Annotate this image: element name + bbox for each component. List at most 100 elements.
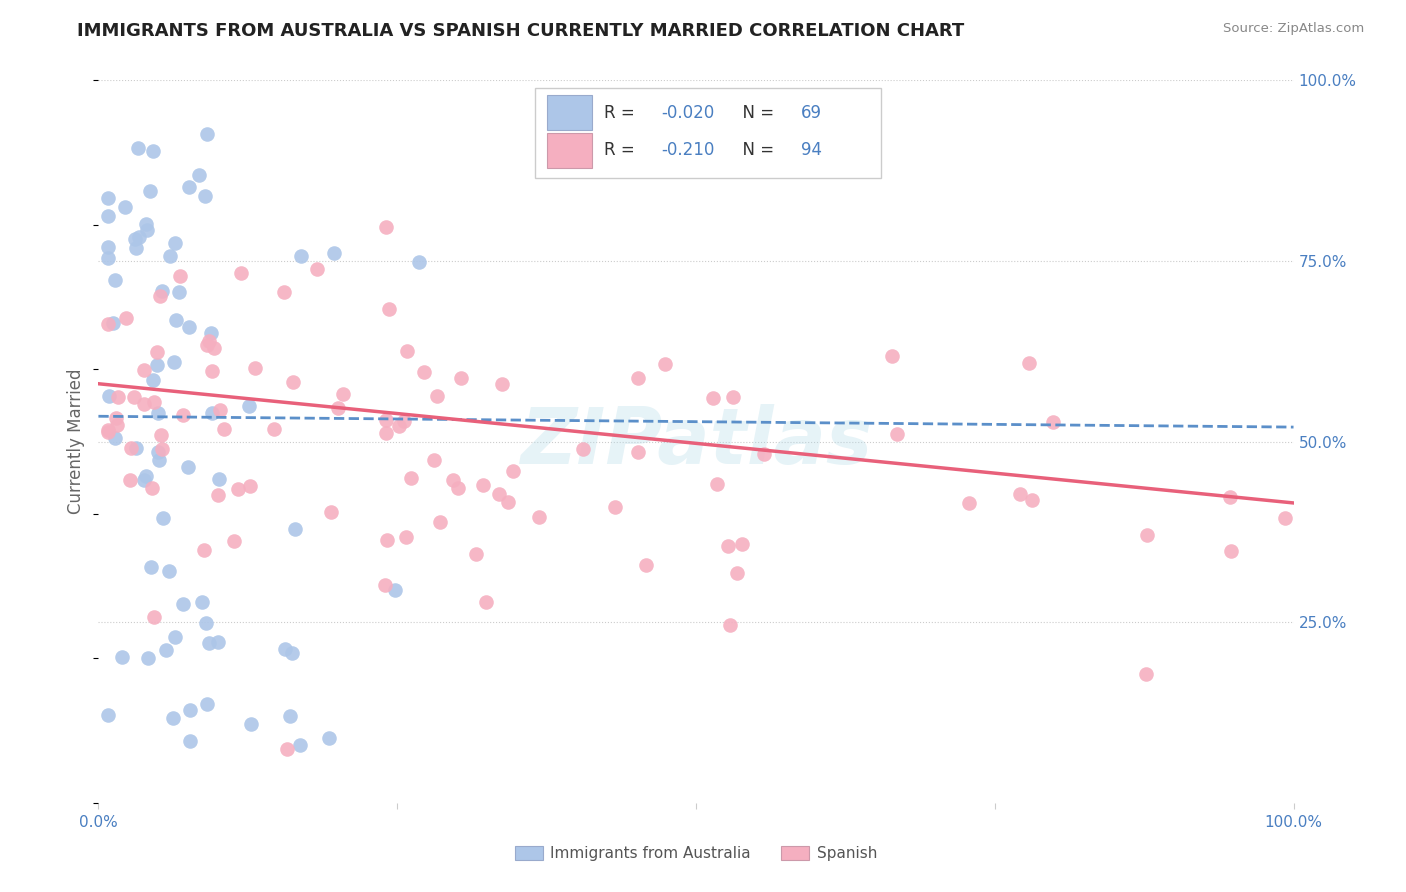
Point (290, 249, 312, 263)
Point (274, 642, 297, 657)
Point (284, 522, 307, 536)
Point (527, 509, 550, 524)
Point (725, 566, 748, 580)
Point (114, 311, 136, 326)
Point (263, 422, 285, 436)
Point (179, 320, 201, 334)
Point (191, 595, 214, 609)
Point (1219, 490, 1241, 504)
Point (128, 229, 150, 244)
Point (208, 403, 231, 417)
Point (731, 536, 754, 550)
Point (155, 643, 177, 657)
Point (142, 373, 165, 387)
Point (157, 564, 180, 578)
Point (148, 453, 170, 467)
Point (447, 481, 470, 495)
Point (136, 650, 159, 665)
Point (243, 361, 266, 376)
Point (654, 357, 676, 371)
Point (721, 391, 744, 405)
Point (226, 483, 249, 497)
Text: -0.210: -0.210 (661, 141, 714, 160)
Point (201, 406, 224, 420)
Point (323, 245, 346, 260)
Legend: Immigrants from Australia, Spanish: Immigrants from Australia, Spanish (509, 840, 883, 867)
Point (195, 127, 218, 141)
Point (179, 733, 201, 747)
Point (239, 716, 262, 731)
Point (283, 375, 305, 389)
Point (101, 316, 124, 330)
Point (143, 610, 166, 624)
Point (1021, 492, 1043, 507)
Point (142, 144, 165, 158)
Point (141, 481, 163, 495)
Point (429, 515, 451, 529)
Point (150, 285, 173, 299)
Point (135, 218, 157, 232)
Point (307, 262, 329, 277)
Point (162, 711, 184, 725)
Point (319, 505, 342, 519)
Point (231, 266, 253, 280)
Point (374, 425, 396, 440)
Point (880, 349, 903, 363)
Point (603, 500, 626, 515)
Point (412, 365, 434, 379)
Text: R =: R = (605, 141, 640, 160)
Point (278, 709, 301, 723)
Point (163, 354, 186, 368)
Point (200, 326, 222, 340)
Point (627, 371, 650, 385)
Point (179, 703, 201, 717)
Point (120, 441, 142, 455)
Point (388, 419, 411, 434)
Point (198, 334, 221, 348)
Point (97, 252, 120, 266)
Point (408, 255, 430, 269)
Point (97, 389, 120, 403)
Point (194, 189, 217, 203)
Point (396, 344, 419, 359)
Point (280, 646, 302, 660)
Point (496, 495, 519, 509)
Point (145, 344, 167, 359)
Point (122, 390, 145, 404)
Point (957, 496, 980, 510)
Point (201, 364, 224, 378)
Point (399, 470, 422, 484)
Point (1135, 667, 1157, 681)
Point (172, 408, 194, 422)
Y-axis label: Currently Married: Currently Married (67, 368, 86, 515)
Point (326, 401, 349, 415)
Point (207, 635, 229, 649)
Point (152, 511, 174, 525)
Point (384, 583, 406, 598)
Point (208, 473, 231, 487)
Point (97, 708, 120, 723)
Point (627, 445, 650, 459)
Point (172, 597, 194, 611)
Point (1135, 527, 1157, 541)
Text: 94: 94 (801, 141, 823, 160)
Point (187, 168, 209, 182)
Point (491, 376, 513, 391)
Point (423, 453, 446, 467)
Point (332, 387, 354, 401)
Point (464, 547, 486, 561)
Point (238, 399, 260, 413)
Point (426, 389, 449, 403)
Point (702, 392, 724, 406)
Text: N =: N = (733, 103, 779, 122)
Point (167, 285, 190, 299)
Point (572, 442, 595, 456)
Point (134, 473, 156, 487)
Point (107, 390, 129, 404)
Point (195, 615, 218, 630)
Point (202, 341, 225, 355)
Point (475, 594, 498, 608)
Point (132, 397, 155, 411)
Point (1042, 415, 1064, 429)
Bar (547, 133, 592, 168)
